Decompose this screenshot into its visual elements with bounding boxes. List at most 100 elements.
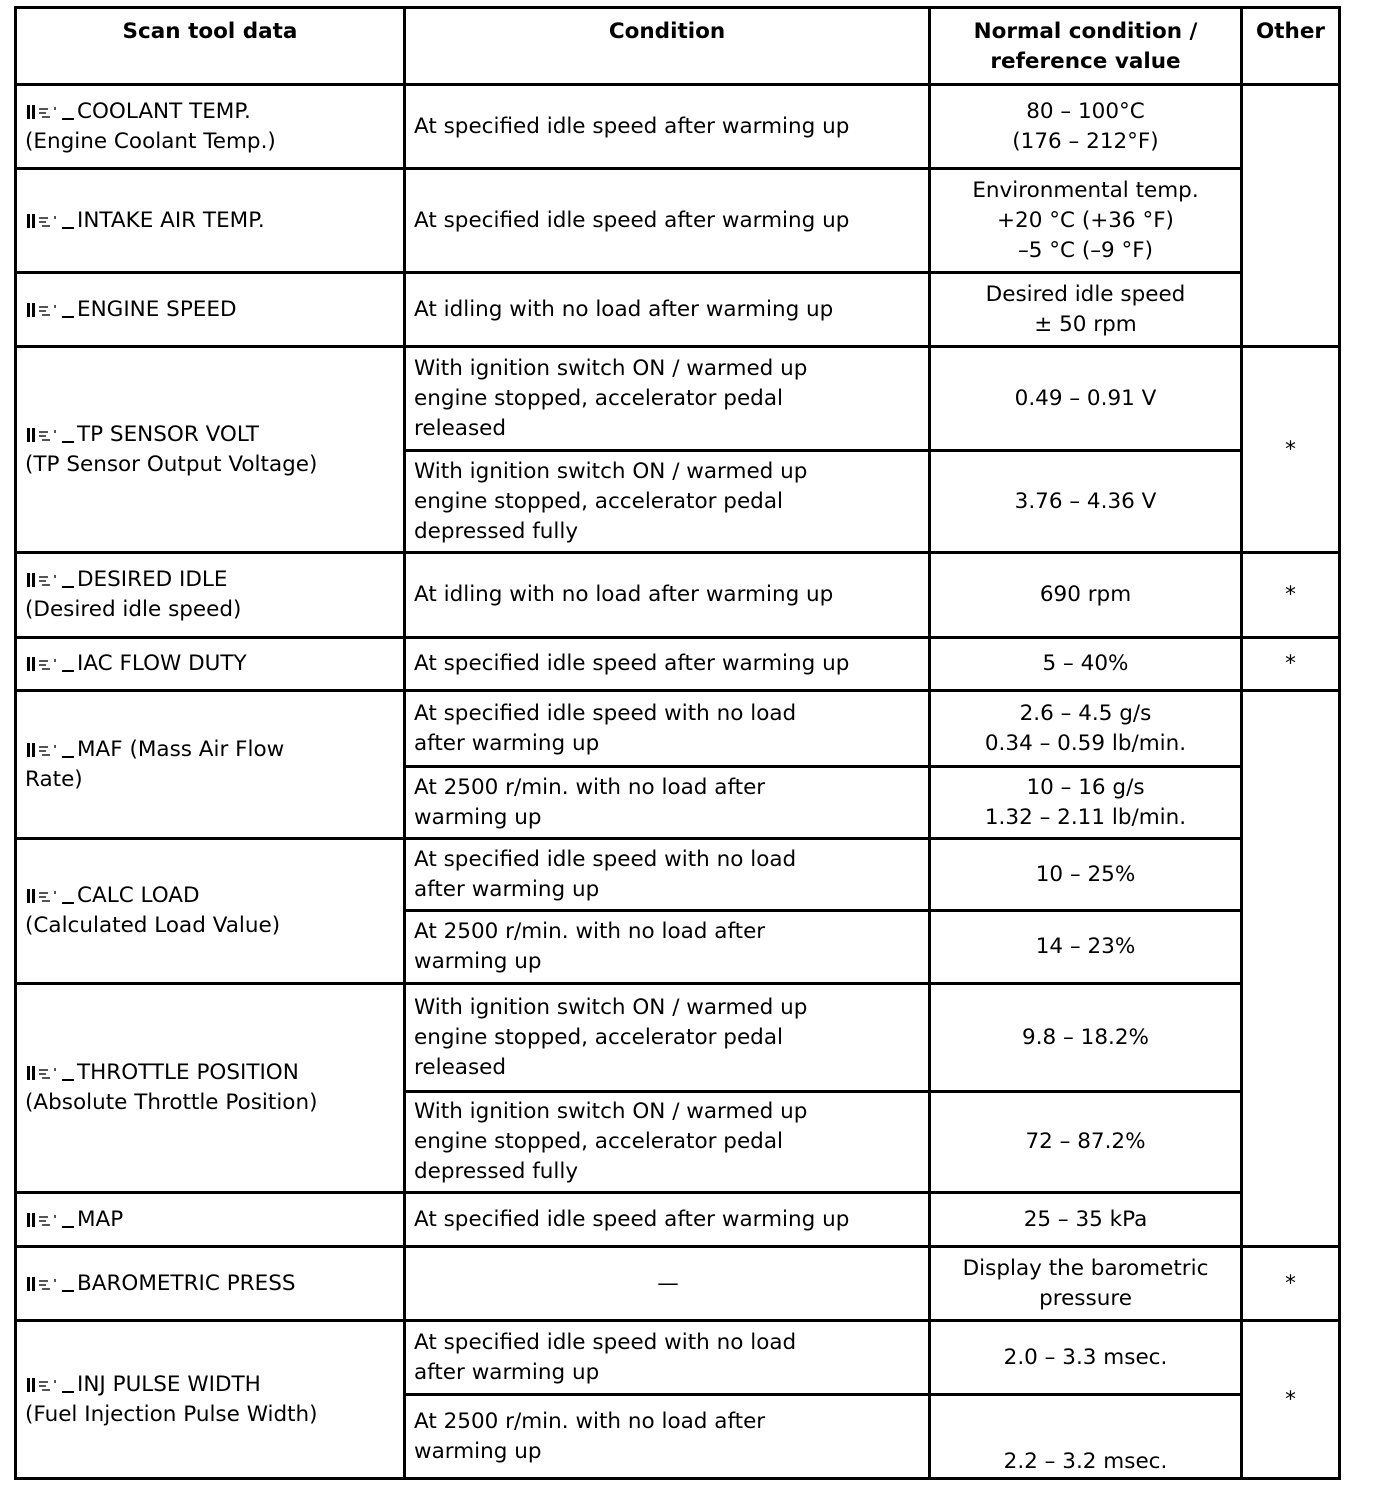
value-cell: 5 – 40% [928, 636, 1243, 692]
condition-cell: With ignition switch ON / warmed up engi… [403, 449, 931, 554]
condition-cell: At specified idle speed after warming up [403, 83, 931, 170]
condition-cell: At specified idle speed with no load aft… [403, 1319, 931, 1396]
table-row: At 2500 r/min. with no load after warmin… [16, 909, 1340, 985]
scan-item-icon [25, 1064, 77, 1081]
scan-item-icon [25, 1376, 77, 1393]
scan-item-label: INTAKE AIR TEMP. [77, 207, 265, 233]
condition-cell: — [403, 1245, 931, 1322]
scan-item: MAP [14, 1191, 406, 1248]
scan-item-label: MAP [77, 1206, 124, 1232]
condition-cell: At 2500 r/min. with no load after warmin… [403, 909, 931, 985]
table-row: ENGINE SPEED At idling with no load afte… [14, 271, 1340, 348]
scan-item: THROTTLE POSITION (Absolute Throttle Pos… [14, 982, 406, 1194]
scan-item-label: CALC LOAD (Calculated Load Value) [25, 883, 281, 938]
table-row: CALC LOAD (Calculated Load Value) At spe… [14, 837, 1340, 985]
table-row: BAROMETRIC PRESS — Display the barometri… [14, 1245, 1341, 1322]
condition-cell: At specified idle speed with no load aft… [403, 837, 931, 912]
scan-item: ENGINE SPEED [14, 271, 406, 348]
value-cell: Environmental temp. +20 °C (+36 °F) –5 °… [928, 167, 1243, 274]
scan-item-icon [25, 103, 77, 120]
value-cell: 80 – 100°C (176 – 212°F) [928, 83, 1243, 170]
value-cell: 14 – 23% [928, 909, 1243, 985]
header-reference-value: Normal condition / reference value [928, 6, 1243, 86]
scan-item-icon [25, 426, 77, 443]
scan-item-label: MAF (Mass Air Flow Rate) [25, 736, 285, 792]
scan-item-icon [25, 1211, 77, 1228]
condition-cell: At specified idle speed after warming up [403, 1191, 931, 1248]
scan-item-icon [25, 741, 77, 758]
value-cell: 2.6 – 4.5 g/s 0.34 – 0.59 lb/min. [928, 689, 1243, 768]
table-row: MAF (Mass Air Flow Rate) At specified id… [14, 689, 1341, 1248]
scan-item: IAC FLOW DUTY [14, 636, 406, 692]
table-row: INJ PULSE WIDTH (Fuel Injection Pulse Wi… [14, 1319, 1341, 1480]
scan-item-label: INJ PULSE WIDTH (Fuel Injection Pulse Wi… [25, 1371, 318, 1427]
value-cell: Desired idle speed ± 50 rpm [928, 271, 1243, 348]
scan-item-label: ENGINE SPEED [77, 296, 237, 322]
value-cell: 72 – 87.2% [928, 1090, 1243, 1194]
scan-item-label: COOLANT TEMP. (Engine Coolant Temp.) [25, 98, 276, 154]
table-row: With ignition switch ON / warmed up engi… [16, 1090, 1340, 1194]
condition-cell: With ignition switch ON / warmed up engi… [403, 1090, 931, 1194]
scan-item-label: DESIRED IDLE (Desired idle speed) [25, 567, 242, 622]
table-row: With ignition switch ON / warmed up engi… [16, 449, 1340, 554]
scan-item-label: THROTTLE POSITION (Absolute Throttle Pos… [25, 1060, 318, 1115]
scan-item-icon [25, 655, 77, 672]
value-cell: 690 rpm [928, 551, 1243, 639]
scan-item: INTAKE AIR TEMP. [14, 167, 406, 274]
table-row: COOLANT TEMP. (Engine Coolant Temp.) At … [14, 83, 1341, 348]
header-row: Scan tool data Condition Normal conditio… [14, 6, 1341, 86]
condition-cell: At 2500 r/min. with no load after warmin… [403, 765, 931, 840]
scan-item-label: TP SENSOR VOLT (TP Sensor Output Voltage… [25, 421, 318, 477]
table-row: DESIRED IDLE (Desired idle speed) At idl… [14, 551, 1341, 639]
scan-item-icon [25, 571, 77, 588]
scan-tool-data-table: Scan tool data Condition Normal conditio… [14, 6, 1341, 1480]
condition-cell: At specified idle speed after warming up [403, 636, 931, 692]
other-cell [1240, 689, 1341, 1248]
scan-item: CALC LOAD (Calculated Load Value) [14, 837, 406, 985]
condition-cell: At idling with no load after warming up [403, 551, 931, 639]
other-cell: * [1240, 1245, 1341, 1322]
value-cell: 2.2 – 3.2 msec. [928, 1393, 1243, 1480]
condition-cell: At specified idle speed with no load aft… [403, 689, 931, 768]
table-row: THROTTLE POSITION (Absolute Throttle Pos… [14, 982, 1340, 1194]
table-row: IAC FLOW DUTY At specified idle speed af… [14, 636, 1341, 692]
table-row: At 2500 r/min. with no load after warmin… [16, 1393, 1340, 1480]
other-cell: * [1240, 345, 1341, 554]
other-cell [1240, 83, 1341, 348]
other-cell: * [1240, 551, 1341, 639]
condition-cell: At 2500 r/min. with no load after warmin… [403, 1393, 931, 1480]
value-cell: 0.49 – 0.91 V [928, 345, 1243, 452]
value-cell: 3.76 – 4.36 V [928, 449, 1243, 554]
value-cell: Display the barometric pressure [928, 1245, 1243, 1322]
header-scan-tool-data: Scan tool data [14, 6, 406, 86]
header-other: Other [1240, 6, 1341, 86]
scan-item: BAROMETRIC PRESS [14, 1245, 406, 1322]
scan-item-icon [25, 1275, 77, 1292]
table-row: TP SENSOR VOLT (TP Sensor Output Voltage… [14, 345, 1341, 554]
scan-item-label: IAC FLOW DUTY [77, 651, 247, 676]
scan-item-icon [25, 887, 77, 904]
value-cell: 25 – 35 kPa [928, 1191, 1243, 1248]
scan-item-label: BAROMETRIC PRESS [77, 1270, 296, 1296]
value-cell: 2.0 – 3.3 msec. [928, 1319, 1243, 1396]
scan-item-icon [25, 301, 77, 318]
table-row: MAP At specified idle speed after warmin… [14, 1191, 1340, 1248]
other-cell: * [1240, 636, 1341, 692]
condition-cell: With ignition switch ON / warmed up engi… [403, 345, 931, 452]
value-cell: 10 – 25% [928, 837, 1243, 912]
condition-cell: At idling with no load after warming up [403, 271, 931, 348]
other-cell: * [1240, 1319, 1341, 1480]
scan-item: MAF (Mass Air Flow Rate) [14, 689, 406, 840]
scan-item-icon [25, 212, 77, 229]
scan-item: INJ PULSE WIDTH (Fuel Injection Pulse Wi… [14, 1319, 406, 1480]
condition-cell: With ignition switch ON / warmed up engi… [403, 982, 931, 1093]
table-row: At 2500 r/min. with no load after warmin… [16, 765, 1340, 840]
header-condition: Condition [403, 6, 931, 86]
condition-cell: At specified idle speed after warming up [403, 167, 931, 274]
scan-item: DESIRED IDLE (Desired idle speed) [14, 551, 406, 639]
value-cell: 9.8 – 18.2% [928, 982, 1243, 1093]
scan-item: COOLANT TEMP. (Engine Coolant Temp.) [14, 83, 406, 170]
table-row: INTAKE AIR TEMP. At specified idle speed… [14, 167, 1340, 274]
scan-item: TP SENSOR VOLT (TP Sensor Output Voltage… [14, 345, 406, 554]
value-cell: 10 – 16 g/s 1.32 – 2.11 lb/min. [928, 765, 1243, 840]
